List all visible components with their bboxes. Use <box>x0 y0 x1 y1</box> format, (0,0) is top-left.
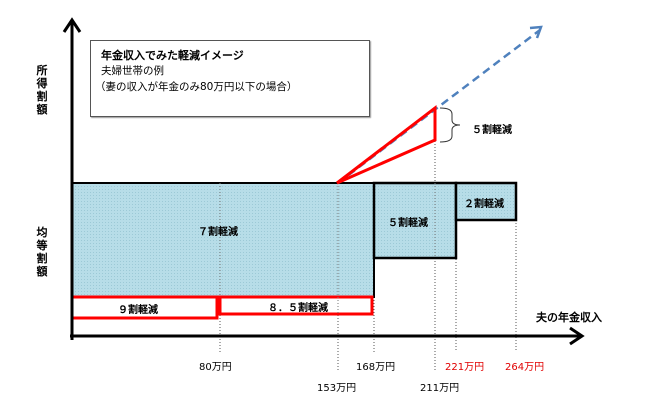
tick-80: 80万円 <box>199 362 232 373</box>
region-85-box <box>218 295 374 316</box>
bracket <box>439 107 461 143</box>
title-box-title: 年金収入でみた軽減イメージ <box>101 49 244 62</box>
region-50-box <box>372 181 458 260</box>
title-box-line2: （妻の収入が年金のみ80万円以下の場合） <box>95 81 298 93</box>
income-reduction-triangle <box>336 104 437 185</box>
region-20-box <box>454 181 518 222</box>
y-label-upper: 所得割額 <box>36 64 48 116</box>
income-reduction-label: ５割軽減 <box>472 125 512 136</box>
tick-264: 264万円 <box>505 362 545 373</box>
title-box: 年金収入でみた軽減イメージ 夫婦世帯の例 （妻の収入が年金のみ80万円以下の場合… <box>90 40 370 117</box>
trend-arrowhead <box>529 25 543 39</box>
y-axis-arrowhead <box>62 17 82 33</box>
x-axis-arrowhead <box>569 326 585 346</box>
region-70-box <box>71 182 375 298</box>
tick-221: 221万円 <box>445 362 485 373</box>
title-box-line1: 夫婦世帯の例 <box>101 65 164 77</box>
region-20-label: ２割軽減 <box>464 199 504 210</box>
tick-211: 211万円 <box>420 383 460 394</box>
region-90-label: ９割軽減 <box>118 305 158 316</box>
region-85-label: ８．５割軽減 <box>268 303 328 314</box>
tick-168: 168万円 <box>356 362 396 373</box>
x-axis-label: 夫の年金収入 <box>536 311 602 324</box>
region-70-label: ７割軽減 <box>198 227 238 238</box>
y-label-lower: 均等割額 <box>36 226 48 278</box>
tick-153: 153万円 <box>317 383 357 394</box>
region-50-label: ５割軽減 <box>388 218 428 229</box>
